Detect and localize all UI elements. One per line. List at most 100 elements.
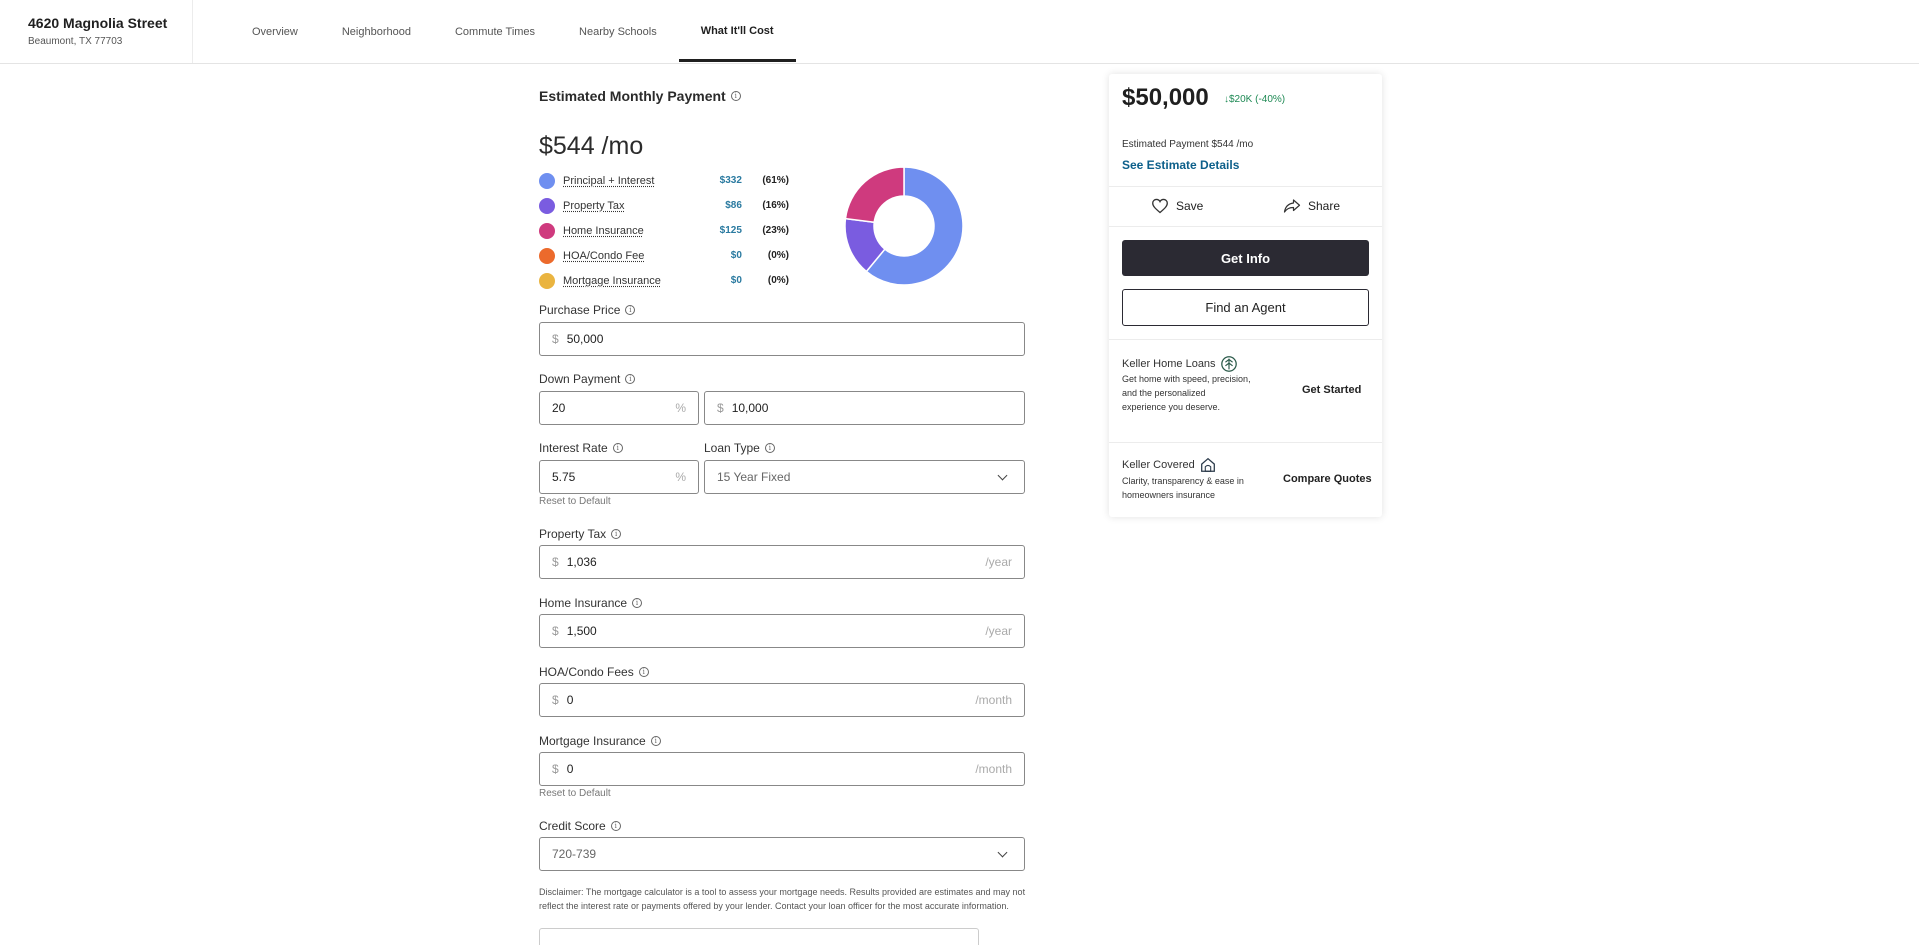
currency-prefix: $	[717, 401, 724, 415]
info-icon[interactable]: i	[638, 667, 649, 677]
info-icon[interactable]: i	[611, 529, 622, 539]
share-button[interactable]: Share	[1283, 198, 1340, 214]
purchase-price-label-text: Purchase Price	[539, 303, 621, 317]
hoa-value[interactable]: 0	[566, 693, 574, 707]
donut-slice-home-insurance	[844, 166, 905, 224]
mortgage-insurance-label[interactable]: Mortgage Insurance	[563, 274, 661, 287]
arrow-down-icon: ↓	[1224, 94, 1229, 105]
section-tabs: Overview Neighborhood Commute Times Near…	[230, 0, 796, 63]
keller-home-loans-name: Keller Home Loans	[1122, 358, 1216, 370]
property-tax-amount: $86	[725, 200, 742, 211]
mortgage-insurance-color-dot	[539, 272, 555, 289]
heart-icon	[1152, 198, 1168, 214]
reset-interest-rate-link[interactable]: Reset to Default	[539, 496, 611, 507]
info-icon[interactable]: i	[730, 91, 741, 101]
info-icon[interactable]: i	[625, 374, 636, 384]
currency-prefix: $	[552, 555, 559, 569]
loan-type-label: Loan Type i	[704, 441, 775, 455]
partially-visible-panel	[539, 928, 979, 945]
share-arrow-icon	[1283, 199, 1301, 213]
loan-type-value: 15 Year Fixed	[717, 470, 791, 484]
breakdown-row-property-tax: Property Tax $86 (16%)	[539, 193, 789, 218]
chevron-down-icon	[997, 470, 1008, 480]
purchase-price-input[interactable]: $ 50,000	[539, 322, 1025, 356]
info-icon[interactable]: i	[625, 305, 636, 315]
down-payment-label-text: Down Payment	[539, 372, 621, 386]
hoa-field-label-text: HOA/Condo Fees	[539, 665, 634, 679]
property-tax-value[interactable]: 1,036	[566, 555, 597, 569]
down-payment-percent-value[interactable]: 20	[552, 401, 566, 415]
loan-type-label-text: Loan Type	[704, 441, 760, 455]
per-month-suffix: /month	[975, 762, 1012, 776]
down-payment-percent-input[interactable]: 20 %	[539, 391, 699, 425]
mortgage-insurance-amount: $0	[730, 275, 742, 286]
principal-amount: $332	[719, 175, 742, 186]
percent-suffix: %	[675, 401, 686, 415]
chevron-down-icon	[997, 847, 1008, 857]
mortgage-insurance-input[interactable]: $ 0 /month	[539, 752, 1025, 786]
see-estimate-details-link[interactable]: See Estimate Details	[1122, 158, 1240, 172]
percent-suffix: %	[675, 470, 686, 484]
purchase-price-value[interactable]: 50,000	[566, 332, 604, 346]
interest-rate-label-text: Interest Rate	[539, 441, 608, 455]
home-insurance-input[interactable]: $ 1,500 /year	[539, 614, 1025, 648]
donut-slice-principal-interest	[865, 166, 964, 286]
interest-rate-input[interactable]: 5.75 %	[539, 460, 699, 494]
mortgage-insurance-value[interactable]: 0	[566, 762, 574, 776]
home-insurance-label[interactable]: Home Insurance	[563, 224, 644, 237]
keller-covered-title: Keller Covered	[1122, 456, 1217, 474]
find-an-agent-button[interactable]: Find an Agent	[1122, 289, 1369, 326]
compare-quotes-link[interactable]: Compare Quotes	[1283, 473, 1372, 485]
mortgage-insurance-percent: (0%)	[767, 275, 789, 286]
hoa-label[interactable]: HOA/Condo Fee	[563, 249, 645, 262]
down-payment-amount-value[interactable]: 10,000	[731, 401, 769, 415]
reset-mortgage-insurance-link[interactable]: Reset to Default	[539, 788, 611, 799]
save-button[interactable]: Save	[1151, 198, 1203, 214]
tab-commute-times[interactable]: Commute Times	[454, 25, 536, 38]
info-icon[interactable]: i	[650, 736, 661, 746]
divider	[1109, 226, 1382, 227]
tab-neighborhood[interactable]: Neighborhood	[341, 25, 411, 38]
estimated-payment-heading: Estimated Monthly Payment	[539, 88, 726, 104]
principal-label[interactable]: Principal + Interest	[563, 174, 655, 187]
breakdown-row-home-insurance: Home Insurance $125 (23%)	[539, 218, 789, 243]
interest-rate-value[interactable]: 5.75	[552, 470, 576, 484]
purchase-price-label: Purchase Price i	[539, 303, 636, 317]
info-icon[interactable]: i	[610, 821, 621, 831]
price-change-badge: ↓$20K (-40%)	[1224, 94, 1285, 105]
per-year-suffix: /year	[985, 555, 1012, 569]
street-address: 4620 Magnolia Street	[28, 15, 168, 31]
tab-nearby-schools[interactable]: Nearby Schools	[579, 25, 657, 38]
info-icon[interactable]: i	[764, 443, 775, 453]
monthly-payment-total: $544 /mo	[539, 132, 644, 160]
info-icon[interactable]: i	[612, 443, 623, 453]
credit-score-select[interactable]: 720-739	[539, 837, 1025, 871]
get-started-link[interactable]: Get Started	[1302, 384, 1362, 396]
estimated-payment-text: Estimated Payment $544 /mo	[1122, 139, 1254, 150]
property-tax-input[interactable]: $ 1,036 /year	[539, 545, 1025, 579]
tab-overview[interactable]: Overview	[252, 25, 298, 38]
hoa-percent: (0%)	[767, 250, 789, 261]
price-change-text: $20K (-40%)	[1229, 94, 1286, 105]
get-info-button[interactable]: Get Info	[1122, 240, 1369, 276]
payment-donut-chart	[844, 166, 964, 286]
home-insurance-color-dot	[539, 222, 555, 239]
loan-type-select[interactable]: 15 Year Fixed	[704, 460, 1025, 494]
currency-prefix: $	[552, 762, 559, 776]
keller-covered-text: Clarity, transparency & ease in homeowne…	[1122, 476, 1244, 500]
breakdown-row-mortgage-insurance: Mortgage Insurance $0 (0%)	[539, 268, 789, 293]
disclaimer-text: Disclaimer: The mortgage calculator is a…	[539, 887, 1026, 911]
info-icon[interactable]: i	[632, 598, 643, 608]
property-tax-field-label: Property Tax i	[539, 527, 622, 541]
home-insurance-value[interactable]: 1,500	[566, 624, 597, 638]
property-tax-percent: (16%)	[762, 200, 789, 211]
currency-prefix: $	[552, 624, 559, 638]
tab-what-it-will-cost[interactable]: What It'll Cost	[678, 0, 796, 62]
hoa-amount: $0	[730, 250, 742, 261]
currency-prefix: $	[552, 693, 559, 707]
property-tax-color-dot	[539, 197, 555, 214]
property-tax-label[interactable]: Property Tax	[563, 199, 625, 212]
down-payment-amount-input[interactable]: $ 10,000	[704, 391, 1025, 425]
top-navigation-bar: 4620 Magnolia Street Beaumont, TX 77703 …	[0, 0, 1919, 64]
hoa-input[interactable]: $ 0 /month	[539, 683, 1025, 717]
